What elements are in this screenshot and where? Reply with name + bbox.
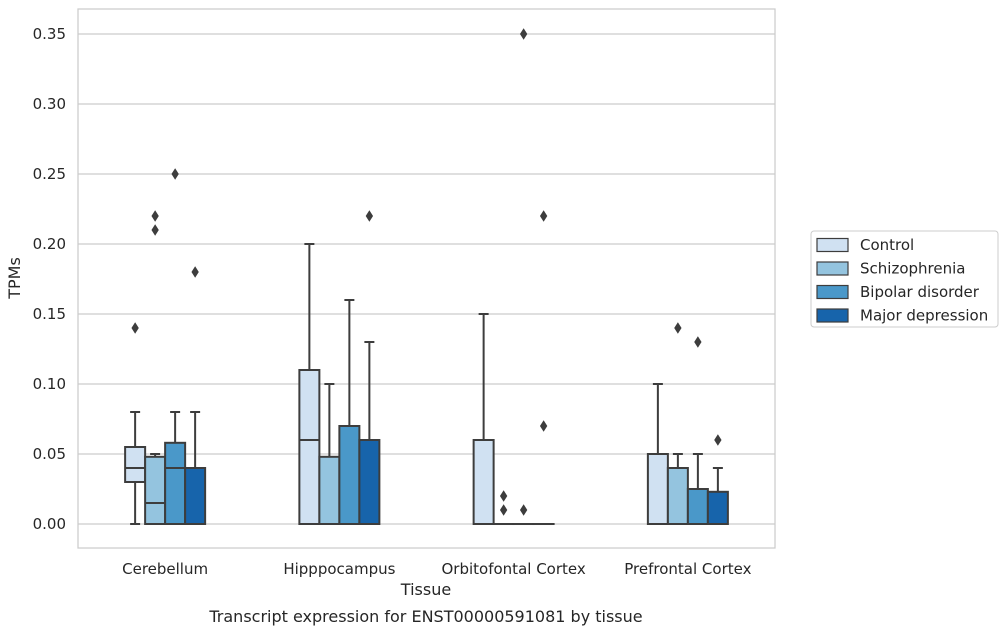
y-tick-label: 0.05 [33,445,66,463]
outlier-point [131,322,139,334]
box [164,441,187,525]
x-tick-label: Hipppocampus [283,560,395,578]
box [472,439,495,525]
legend-item: Major depression [816,307,988,325]
outlier-point [714,434,722,446]
legend-item: Bipolar disorder [816,283,980,301]
legend-frame [810,230,999,328]
outlier-point [151,224,159,236]
x-axis-ticks: Cerebellum Hipppocampus Orbitofontal Corte… [122,560,751,578]
outlier-point [694,336,702,348]
box [706,490,729,525]
outlier-point [519,504,528,516]
legend-item: Control [816,236,914,254]
chart-title: Transcript expression for ENST0000059108… [208,607,642,626]
legend-swatch [816,237,849,253]
box-group [124,168,207,525]
y-tick-label: 0.15 [33,305,66,323]
legend-swatch [816,308,849,323]
y-tick-label: 0.35 [33,25,66,43]
box [124,446,147,483]
legend-item: Schizophrenia [816,260,965,278]
legend-swatch [816,284,849,300]
box [338,425,361,525]
y-tick-label: 0.25 [33,165,66,183]
box-group [298,210,381,525]
box-group [472,28,555,526]
box [666,467,689,525]
legend-label: Control [860,236,914,254]
box [318,455,341,525]
legend-label: Schizophrenia [860,260,965,278]
box [358,439,381,525]
outlier-point [519,28,528,40]
y-tick-label: 0.20 [33,235,66,253]
x-tick-label: Cerebellum [122,560,208,578]
box [298,369,321,525]
legend-swatch [816,261,849,276]
outlier-point [674,322,682,334]
x-tick-label: Orbitofontal Cortex [442,560,586,578]
box [144,455,167,525]
y-axis-ticks: 0.00 0.05 0.10 0.15 0.20 0.25 0.30 0.35 [33,25,66,533]
outlier-point [151,210,159,222]
y-tick-label: 0.30 [33,95,66,113]
x-tick-label: Prefrontal Cortex [624,560,751,578]
outlier-point [539,210,548,222]
legend-label: Bipolar disorder [860,283,980,301]
y-axis-label: TPMs [5,257,24,300]
y-tick-label: 0.00 [33,515,66,533]
outlier-point [499,490,508,502]
box [646,453,669,525]
y-tick-label: 0.10 [33,375,66,393]
legend: Control Schizophrenia Bipolar disorder Majo… [810,230,999,328]
box [686,488,709,525]
box-group [646,322,729,525]
outlier-point [539,420,548,432]
x-axis-label: Tissue [400,580,451,599]
legend-label: Major depression [860,307,988,325]
outlier-point [499,504,508,516]
box [184,467,207,525]
box-groups [124,28,729,526]
outlier-point [191,266,199,278]
outlier-point [171,168,179,180]
outlier-point [365,210,374,222]
